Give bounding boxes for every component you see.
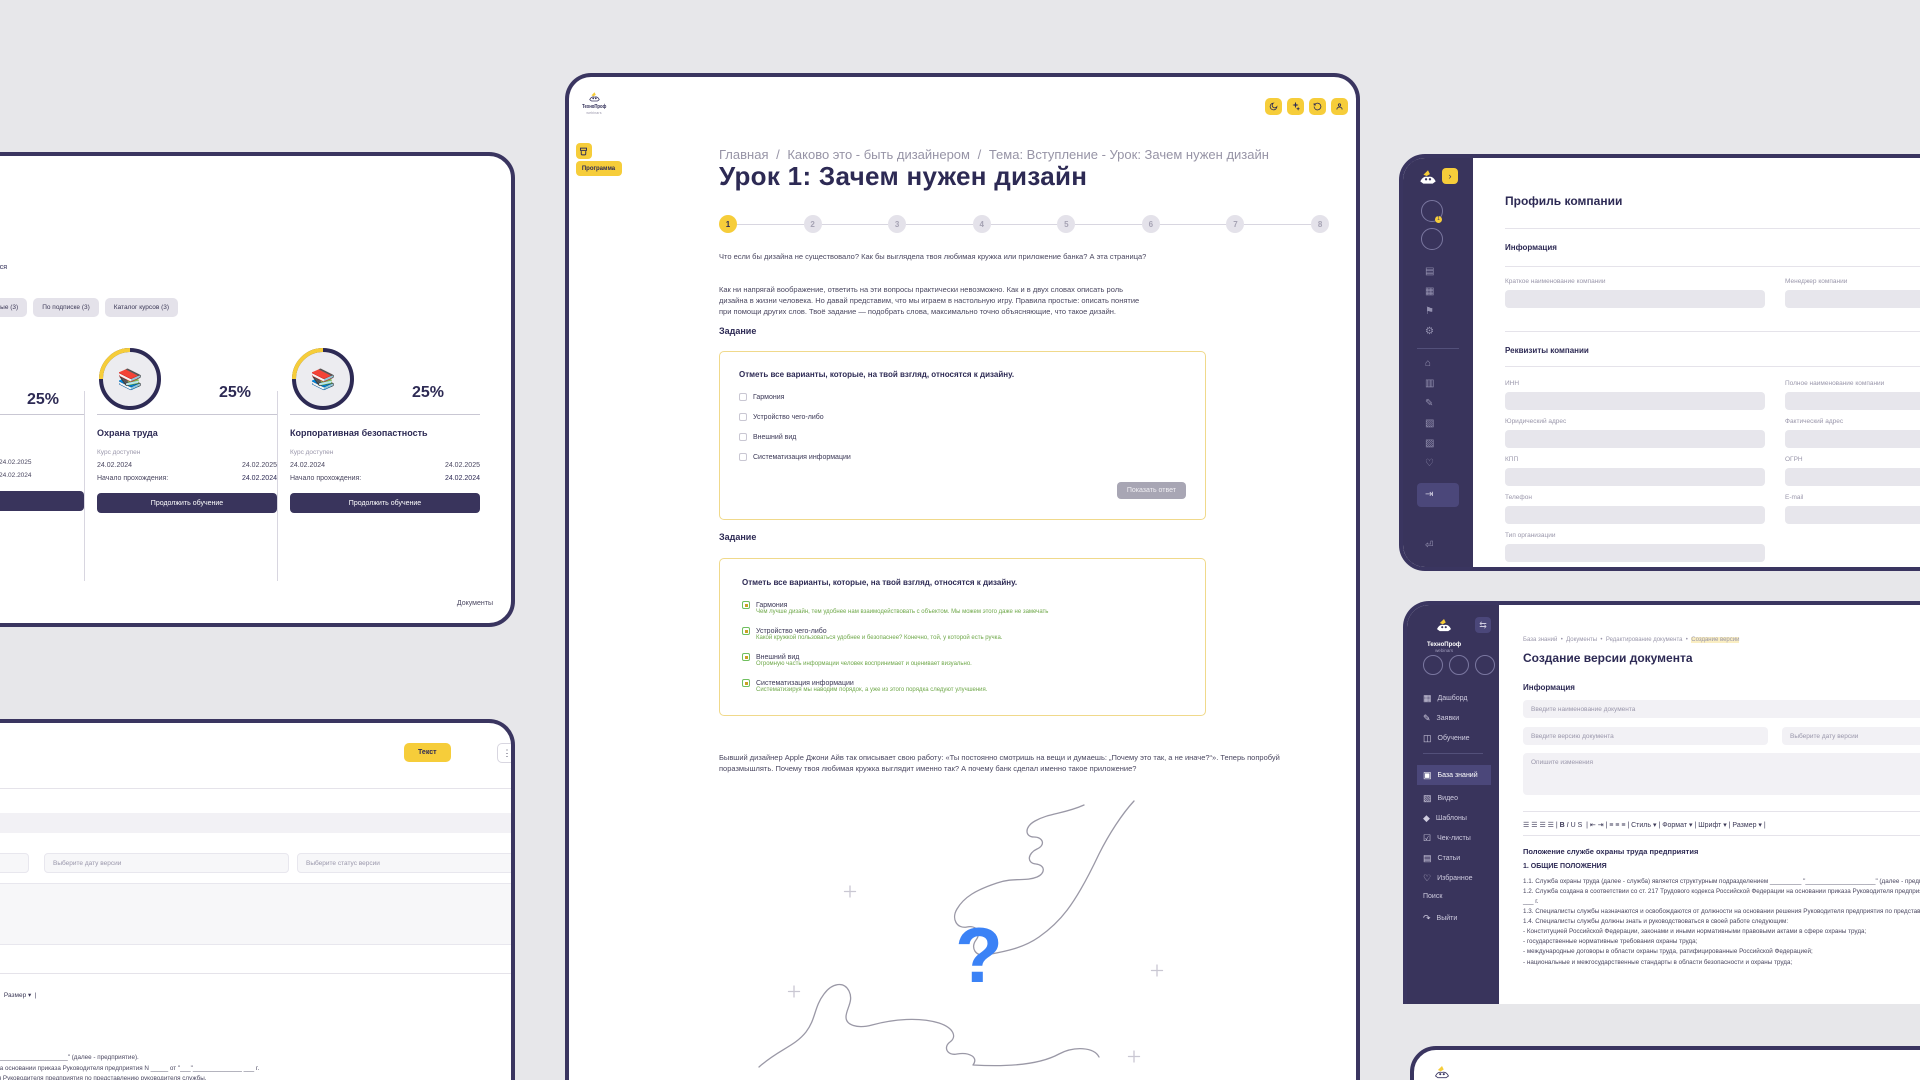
svg-text:?: ?	[955, 911, 1003, 999]
svg-text:📚: 📚	[118, 368, 143, 391]
svg-text:📚: 📚	[311, 368, 336, 391]
